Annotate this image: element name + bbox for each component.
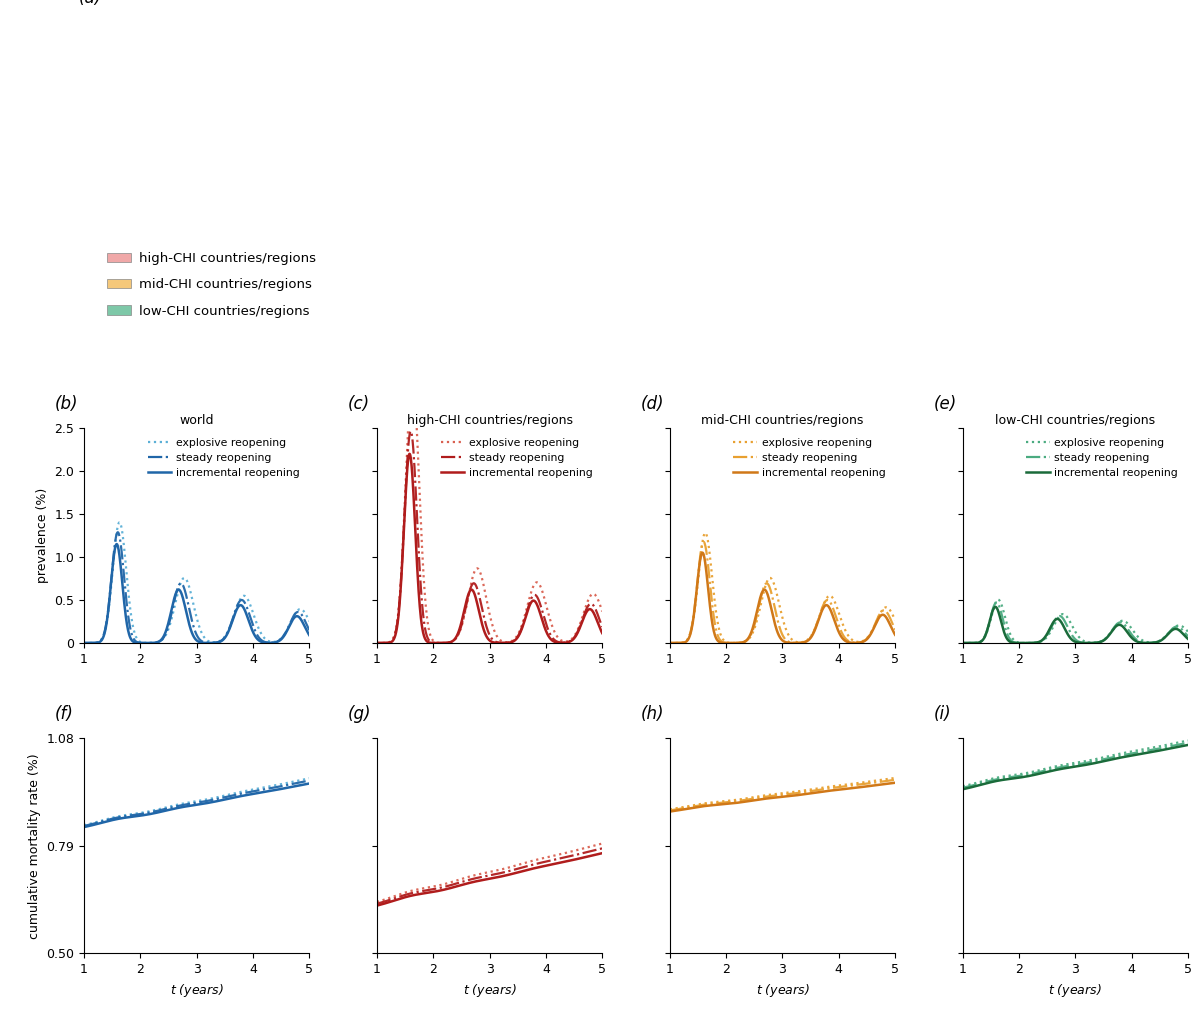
Text: (b): (b) xyxy=(55,395,78,413)
Y-axis label: cumulative mortality rate (%): cumulative mortality rate (%) xyxy=(28,753,41,939)
Text: (c): (c) xyxy=(348,395,370,413)
X-axis label: $t$ (years): $t$ (years) xyxy=(463,982,516,998)
Text: (i): (i) xyxy=(934,705,952,724)
Title: low-CHI countries/regions: low-CHI countries/regions xyxy=(995,414,1156,426)
Y-axis label: prevalence (%): prevalence (%) xyxy=(36,488,49,583)
Title: world: world xyxy=(180,414,214,426)
Text: (e): (e) xyxy=(934,395,956,413)
Text: (f): (f) xyxy=(55,705,73,724)
Title: mid-CHI countries/regions: mid-CHI countries/regions xyxy=(701,414,864,426)
Text: (d): (d) xyxy=(641,395,664,413)
Legend: high-CHI countries/regions, mid-CHI countries/regions, low-CHI countries/regions: high-CHI countries/regions, mid-CHI coun… xyxy=(102,247,320,323)
Text: (a): (a) xyxy=(78,0,102,7)
X-axis label: $t$ (years): $t$ (years) xyxy=(1049,982,1103,998)
Legend: explosive reopening, steady reopening, incremental reopening: explosive reopening, steady reopening, i… xyxy=(437,434,596,482)
Legend: explosive reopening, steady reopening, incremental reopening: explosive reopening, steady reopening, i… xyxy=(730,434,889,482)
X-axis label: $t$ (years): $t$ (years) xyxy=(756,982,809,998)
Text: (g): (g) xyxy=(348,705,371,724)
Legend: explosive reopening, steady reopening, incremental reopening: explosive reopening, steady reopening, i… xyxy=(143,434,304,482)
Legend: explosive reopening, steady reopening, incremental reopening: explosive reopening, steady reopening, i… xyxy=(1022,434,1182,482)
X-axis label: $t$ (years): $t$ (years) xyxy=(169,982,223,998)
Text: (h): (h) xyxy=(641,705,664,724)
Title: high-CHI countries/regions: high-CHI countries/regions xyxy=(407,414,572,426)
